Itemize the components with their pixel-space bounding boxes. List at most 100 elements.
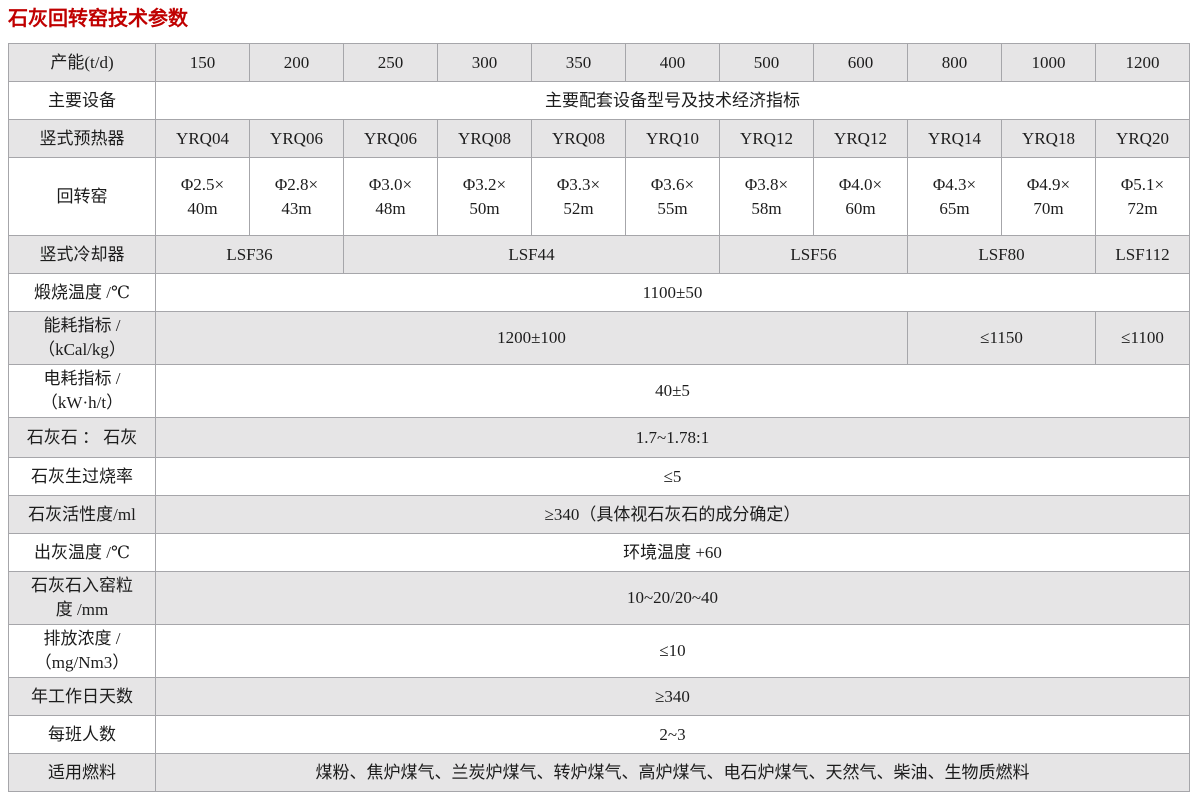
row-label-underburnt-overburnt-rate: 石灰生过烧率 (8, 457, 156, 496)
cell-line: （kCal/kg） (38, 340, 126, 359)
cell-line: 50m (469, 198, 500, 218)
cell-line: Φ3.2× (462, 174, 507, 194)
cell-value: ≥340（具体视石灰石的成分确定） (155, 495, 1190, 534)
cell-line: 70m (1033, 198, 1064, 218)
cell-value: Φ3.3× 52m (531, 157, 626, 236)
cell-value: 500 (719, 43, 814, 82)
cell-value: Φ3.2× 50m (437, 157, 532, 236)
cell-value: YRQ10 (625, 119, 720, 158)
table-row-annual-working-days: 年工作日天数 ≥340 (8, 677, 1190, 716)
cell-value: LSF56 (719, 235, 908, 274)
table-row-lime-activity: 石灰活性度/ml ≥340（具体视石灰石的成分确定） (8, 495, 1190, 534)
cell-line: 65m (939, 198, 970, 218)
cell-value: YRQ06 (249, 119, 344, 158)
cell-line: 43m (281, 198, 312, 218)
cell-value: YRQ18 (1001, 119, 1096, 158)
table-row-vertical-preheater: 竖式预热器 YRQ04 YRQ06 YRQ06 YRQ08 YRQ08 YRQ10 YRQ12… (8, 119, 1190, 158)
cell-value: YRQ08 (437, 119, 532, 158)
cell-line: （kW·h/t） (40, 393, 124, 412)
cell-value: Φ4.0× 60m (813, 157, 908, 236)
cell-line: Φ2.8× (274, 174, 319, 194)
cell-value: Φ4.9× 70m (1001, 157, 1096, 236)
cell-line: Φ3.6× (650, 174, 695, 194)
cell-value: Φ4.3× 65m (907, 157, 1002, 236)
row-label-energy-consumption: 能耗指标 / （kCal/kg） (8, 311, 156, 365)
table-row-limestone-lime-ratio: 石灰石 ： 石灰 1.7~1.78:1 (8, 417, 1190, 458)
cell-value: ≤10 (155, 624, 1190, 678)
cell-line: 排放浓度 / (43, 629, 121, 648)
cell-value: YRQ12 (813, 119, 908, 158)
table-row-capacity: 产能(t/d) 150 200 250 300 350 400 500 600 800 1000 12… (8, 43, 1190, 82)
cell-line: Φ4.9× (1026, 174, 1071, 194)
cell-value: ≤1150 (907, 311, 1096, 365)
cell-line: 55m (657, 198, 688, 218)
cell-value: LSF44 (343, 235, 720, 274)
table-row-feed-particle-size: 石灰石入窑粒度 /mm 10~20/20~40 (8, 571, 1190, 625)
row-label-discharge-temperature: 出灰温度 /℃ (8, 533, 156, 572)
cell-value: Φ2.5× 40m (155, 157, 250, 236)
cell-value: 1.7~1.78:1 (155, 417, 1190, 458)
cell-value: 1100±50 (155, 273, 1190, 312)
row-label-rotary-kiln: 回转窑 (8, 157, 156, 236)
cell-value: YRQ06 (343, 119, 438, 158)
cell-line: 度 /mm (55, 600, 109, 619)
cell-value: LSF36 (155, 235, 344, 274)
cell-line: Φ3.8× (744, 174, 789, 194)
row-label-vertical-cooler: 竖式冷却器 (8, 235, 156, 274)
row-label-applicable-fuels: 适用燃料 (8, 753, 156, 792)
table-row-power-consumption: 电耗指标 / （kW·h/t） 40±5 (8, 364, 1190, 418)
cell-value: 800 (907, 43, 1002, 82)
parameters-table: 产能(t/d) 150 200 250 300 350 400 500 600 800 1000 12… (8, 43, 1190, 792)
table-row-staff-per-shift: 每班人数 2~3 (8, 715, 1190, 754)
table-row-vertical-cooler: 竖式冷却器 LSF36 LSF44 LSF56 LSF80 LSF112 (8, 235, 1190, 274)
row-label-calcining-temperature: 煅烧温度 /℃ (8, 273, 156, 312)
row-label-limestone-lime-ratio: 石灰石 ： 石灰 (8, 417, 156, 458)
parameters-table-body: 产能(t/d) 150 200 250 300 350 400 500 600 800 1000 12… (8, 43, 1190, 792)
cell-value: 400 (625, 43, 720, 82)
table-row-energy-consumption: 能耗指标 / （kCal/kg） 1200±100 ≤1150 ≤1100 (8, 311, 1190, 365)
row-label-annual-working-days: 年工作日天数 (8, 677, 156, 716)
table-row-underburnt-overburnt-rate: 石灰生过烧率 ≤5 (8, 457, 1190, 496)
page-title: 石灰回转窑技术参数 (8, 8, 188, 30)
cell-line: 40m (187, 198, 218, 218)
cell-value: YRQ08 (531, 119, 626, 158)
cell-value: Φ3.0× 48m (343, 157, 438, 236)
cell-line: Φ3.3× (556, 174, 601, 194)
table-row-calcining-temperature: 煅烧温度 /℃ 1100±50 (8, 273, 1190, 312)
table-row-discharge-temperature: 出灰温度 /℃ 环境温度 +60 (8, 533, 1190, 572)
cell-line: 能耗指标 / (43, 316, 121, 335)
cell-value: Φ5.1× 72m (1095, 157, 1190, 236)
row-label-vertical-preheater: 竖式预热器 (8, 119, 156, 158)
cell-value: 300 (437, 43, 532, 82)
cell-line: 48m (375, 198, 406, 218)
cell-value: 600 (813, 43, 908, 82)
row-label-main-equipment: 主要设备 (8, 81, 156, 120)
cell-line: 石灰石入窑粒 (31, 576, 133, 595)
cell-value: Φ3.8× 58m (719, 157, 814, 236)
cell-value: 1200 (1095, 43, 1190, 82)
row-label-feed-particle-size: 石灰石入窑粒度 /mm (8, 571, 156, 625)
table-row-applicable-fuels: 适用燃料 煤粉、焦炉煤气、兰炭炉煤气、转炉煤气、高炉煤气、电石炉煤气、天然气、柴油… (8, 753, 1190, 792)
cell-line: 72m (1127, 198, 1158, 218)
cell-value: YRQ12 (719, 119, 814, 158)
table-row-rotary-kiln: 回转窑 Φ2.5× 40m Φ2.8× 43m Φ3.0× 48m Φ3.2× 50m Φ3.3×… (8, 157, 1190, 236)
row-label-power-consumption: 电耗指标 / （kW·h/t） (8, 364, 156, 418)
cell-value: Φ3.6× 55m (625, 157, 720, 236)
cell-line: Φ4.3× (932, 174, 977, 194)
row-label-lime-activity: 石灰活性度/ml (8, 495, 156, 534)
cell-value: ≤1100 (1095, 311, 1190, 365)
cell-value: 350 (531, 43, 626, 82)
table-row-main-equipment: 主要设备 主要配套设备型号及技术经济指标 (8, 81, 1190, 120)
cell-value: 1200±100 (155, 311, 908, 365)
cell-line: 60m (845, 198, 876, 218)
cell-line: （mg/Nm3） (34, 653, 130, 672)
cell-value: 200 (249, 43, 344, 82)
cell-value: 250 (343, 43, 438, 82)
row-label-staff-per-shift: 每班人数 (8, 715, 156, 754)
cell-value: LSF112 (1095, 235, 1190, 274)
cell-value: 2~3 (155, 715, 1190, 754)
cell-line: Φ2.5× (180, 174, 225, 194)
cell-value: 150 (155, 43, 250, 82)
cell-value: ≤5 (155, 457, 1190, 496)
row-label-capacity: 产能(t/d) (8, 43, 156, 82)
